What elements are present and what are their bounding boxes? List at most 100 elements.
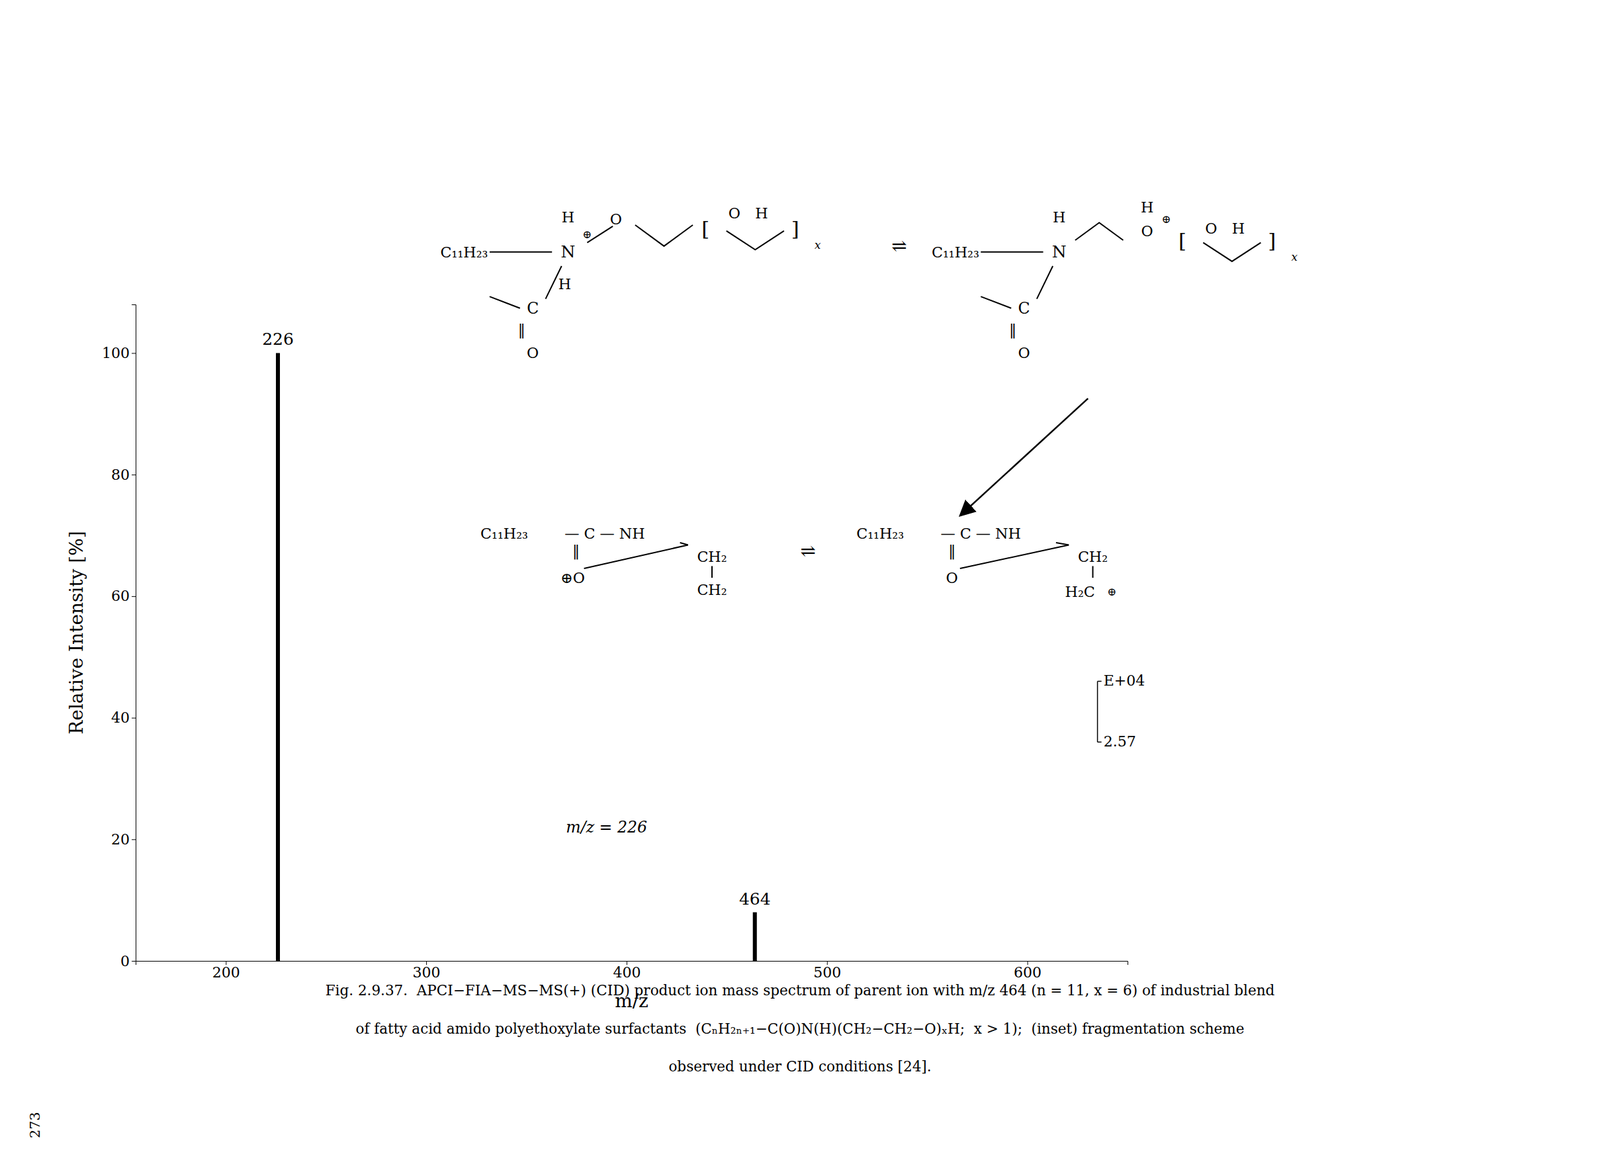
annotation: C₁₁H₂₃ <box>480 524 529 542</box>
annotation: ⇌ <box>800 539 816 562</box>
y-tick: 0 <box>120 952 136 970</box>
y-tick-label: 40 <box>111 709 130 726</box>
annotation: C₁₁H₂₃ <box>440 243 489 261</box>
bars <box>275 352 757 961</box>
bond <box>489 251 552 253</box>
annotation: CH₂ <box>1077 547 1108 566</box>
y-tick-label: 100 <box>101 344 130 362</box>
x-tick-label: 600 <box>1013 964 1042 981</box>
x-tick: 600 <box>1013 960 1042 981</box>
x-tick-label: 300 <box>412 964 441 981</box>
bar <box>753 912 757 961</box>
y-axis-line <box>131 305 137 962</box>
caption: observed under CID conditions [24]. <box>668 1058 932 1075</box>
bond <box>1036 266 1053 300</box>
annotation: [ <box>701 217 710 241</box>
y-tick: 20 <box>111 831 136 848</box>
annotation: ⊕ <box>1161 212 1172 226</box>
annotation: H <box>755 204 768 222</box>
y-tick: 40 <box>111 709 136 726</box>
bond <box>1056 542 1069 546</box>
y-tick-mark <box>131 474 136 476</box>
annotation: 2.57 <box>1103 733 1137 750</box>
bar <box>275 352 280 961</box>
annotation: C₁₁H₂₃ <box>931 243 980 261</box>
annotation: ⊕ <box>1107 584 1117 599</box>
bracket-line <box>1097 680 1099 742</box>
y-tick-mark <box>131 960 136 962</box>
annotation: ⇌ <box>891 234 907 257</box>
fragmentation-arrow <box>960 398 1088 516</box>
annotation: ⊕O <box>560 569 585 587</box>
annotation: CH₂ <box>696 580 727 599</box>
bond <box>545 266 562 300</box>
x-tick: 300 <box>412 960 441 981</box>
y-tick-mark <box>131 596 136 597</box>
annotation: O <box>526 344 539 362</box>
annotation: O <box>728 204 741 222</box>
y-tick-mark <box>131 717 136 719</box>
annotation: H <box>1052 208 1066 226</box>
bond <box>980 251 1043 253</box>
annotation: CH₂ <box>696 547 727 566</box>
bond <box>1075 222 1124 241</box>
caption: Fig. 2.9.37. APCI−FIA−MS−MS(+) (CID) pro… <box>325 981 1276 999</box>
chart: 200300400500600020406080100m/zRelative I… <box>0 0 1600 1172</box>
annotation: — C — NH <box>559 524 645 542</box>
caption: of fatty acid amido polyethoxylate surfa… <box>355 1020 1245 1037</box>
annotation: x <box>1290 250 1298 264</box>
bond <box>489 296 521 309</box>
y-tick-label: 20 <box>111 831 130 848</box>
annotation: O <box>1017 344 1030 362</box>
bond <box>586 226 613 243</box>
plot: 200300400500600020406080100m/zRelative I… <box>65 305 1129 1013</box>
y-tick: 80 <box>111 466 136 484</box>
annotation: E+04 <box>1103 672 1146 689</box>
annotation: N <box>560 242 576 262</box>
bar-annotation: 464 <box>739 889 771 909</box>
x-tick: 500 <box>813 960 842 981</box>
annotation: — C — NH <box>936 524 1022 542</box>
annotation: H <box>558 275 572 293</box>
bond <box>635 224 693 247</box>
bond <box>711 565 713 578</box>
x-tick-label: 500 <box>813 964 842 981</box>
x-tick-label: 200 <box>212 964 241 981</box>
annotation: H <box>561 208 575 226</box>
y-tick: 60 <box>111 587 136 605</box>
annotation: ⊕ <box>582 227 592 241</box>
bracket-line <box>1097 680 1102 683</box>
y-axis: 0 20 40 60 80 100 <box>101 305 137 970</box>
bond <box>584 545 689 569</box>
annotation: x <box>814 238 822 252</box>
page-number: 273 <box>27 1111 44 1139</box>
y-tick-mark <box>131 839 136 840</box>
annotation: C₁₁H₂₃ <box>856 524 904 542</box>
annotation: ] <box>1267 228 1276 253</box>
annotation: ‖ <box>1009 320 1017 339</box>
annotation: O <box>610 210 623 228</box>
bond <box>1091 565 1094 578</box>
bond <box>726 230 785 250</box>
y-tick-label: 80 <box>111 466 130 484</box>
annotation: [ <box>1178 228 1187 253</box>
annotation: O <box>1141 222 1154 240</box>
bond <box>960 545 1069 569</box>
y-tick-mark <box>131 352 136 354</box>
structure-bonds <box>489 222 1261 578</box>
annotation: O <box>1204 219 1217 237</box>
scale-bracket <box>1097 680 1102 742</box>
x-tick: 400 <box>612 960 641 981</box>
y-axis-title: Relative Intensity [%] <box>65 530 88 735</box>
annotation: C <box>526 299 539 318</box>
annotation: H <box>1232 219 1245 237</box>
annotation: ] <box>791 217 800 241</box>
x-tick: 200 <box>212 960 241 981</box>
bar-annotation: 226 <box>262 329 294 349</box>
bond <box>980 296 1012 309</box>
y-tick: 100 <box>101 344 136 362</box>
annotation: m/z = 226 <box>565 817 648 837</box>
annotation: N <box>1052 242 1067 262</box>
bond <box>1202 242 1261 262</box>
annotation: ‖ <box>518 320 526 339</box>
